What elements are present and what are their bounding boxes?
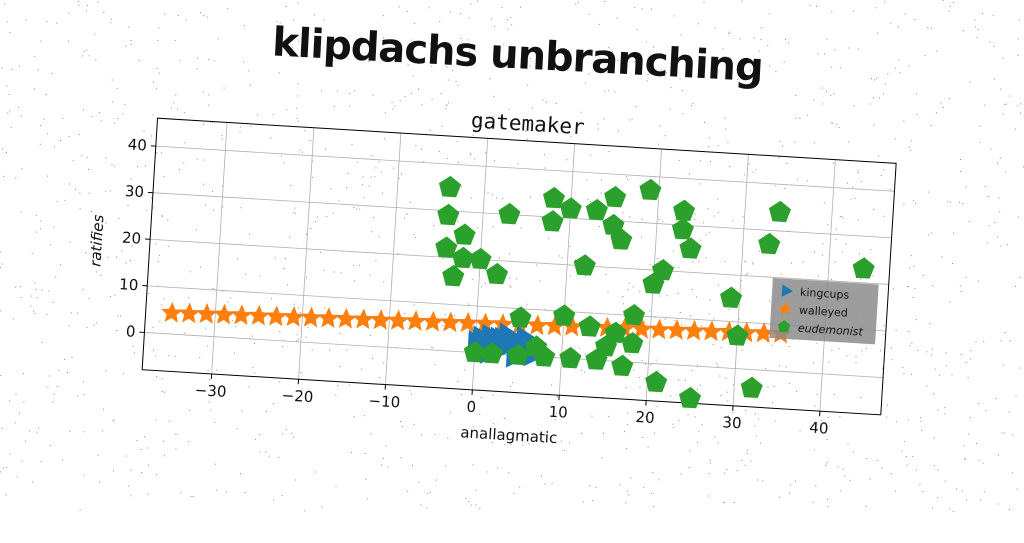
eudemonist-point	[559, 347, 581, 368]
walleyed-point	[371, 310, 391, 329]
walleyed-point	[179, 303, 199, 322]
eudemonist-point	[673, 200, 695, 221]
walleyed-point	[667, 320, 687, 339]
x-tick-label: 30	[722, 413, 742, 432]
eudemonist-point	[574, 254, 596, 275]
x-gridline	[385, 133, 400, 385]
y-axis-label: ratifies	[86, 214, 107, 267]
walleyed-point	[231, 305, 251, 324]
eudemonist-point	[453, 224, 475, 245]
x-tick-label: −10	[368, 392, 401, 412]
eudemonist-point	[720, 287, 742, 308]
walleyed-point	[423, 312, 443, 331]
eudemonist-point	[652, 259, 674, 280]
y-tick-label: 0	[125, 322, 136, 341]
walleyed-point	[284, 307, 304, 326]
walleyed-point	[301, 307, 321, 326]
x-gridline	[299, 128, 314, 380]
x-tick-label: 40	[809, 419, 829, 438]
eudemonist-point	[579, 315, 601, 336]
x-axis-label: anallagmatic	[460, 423, 558, 447]
eudemonist-point	[498, 203, 520, 224]
eudemonist-point	[758, 233, 780, 254]
eudemonist-point	[541, 210, 563, 231]
eudemonist-point	[645, 371, 667, 392]
walleyed-point	[162, 303, 182, 322]
y-tick-label: 30	[124, 182, 144, 201]
data-marks	[158, 150, 878, 418]
walleyed-point	[649, 319, 669, 338]
walleyed-point	[388, 310, 408, 329]
eudemonist-point	[437, 204, 459, 225]
grid-layer	[142, 118, 896, 415]
x-tick-label: 20	[635, 408, 655, 427]
x-tick-label: −20	[281, 386, 314, 406]
eudemonist-point	[679, 237, 701, 258]
y-tick-label: 10	[119, 275, 139, 294]
eudemonist-point	[769, 201, 791, 222]
y-tick-label: 40	[127, 135, 147, 154]
eudemonist-point	[741, 377, 763, 398]
eudemonist-point	[672, 218, 694, 239]
x-tick-label: −30	[194, 381, 227, 401]
walleyed-point	[266, 306, 286, 325]
chart-title: gatemaker	[470, 108, 585, 139]
walleyed-point	[684, 320, 704, 339]
x-gridline	[212, 122, 227, 374]
walleyed-point	[318, 308, 338, 327]
walleyed-point	[214, 304, 234, 323]
eudemonist-point	[442, 265, 464, 286]
y-tick-label: 20	[122, 229, 142, 248]
walleyed-point	[701, 321, 721, 340]
x-tick-label: 0	[466, 398, 477, 417]
eudemonist-point	[469, 248, 491, 269]
eudemonist-point	[439, 176, 461, 197]
walleyed-point	[336, 308, 356, 327]
x-tick-label: 10	[548, 403, 568, 422]
walleyed-point	[353, 309, 373, 328]
eudemonist-point	[679, 387, 701, 408]
eudemonist-point	[604, 186, 626, 207]
walleyed-point	[197, 304, 217, 323]
plot-area-frame	[142, 118, 896, 415]
walleyed-point	[249, 305, 269, 324]
x-gridline	[733, 154, 748, 406]
eudemonist-point	[611, 355, 633, 376]
eudemonist-point	[853, 257, 875, 278]
y-gridline	[156, 146, 895, 191]
eudemonist-point	[486, 263, 508, 284]
eudemonist-point	[586, 199, 608, 220]
eudemonist-point	[639, 179, 661, 200]
walleyed-point	[440, 312, 460, 331]
walleyed-point	[406, 311, 426, 330]
